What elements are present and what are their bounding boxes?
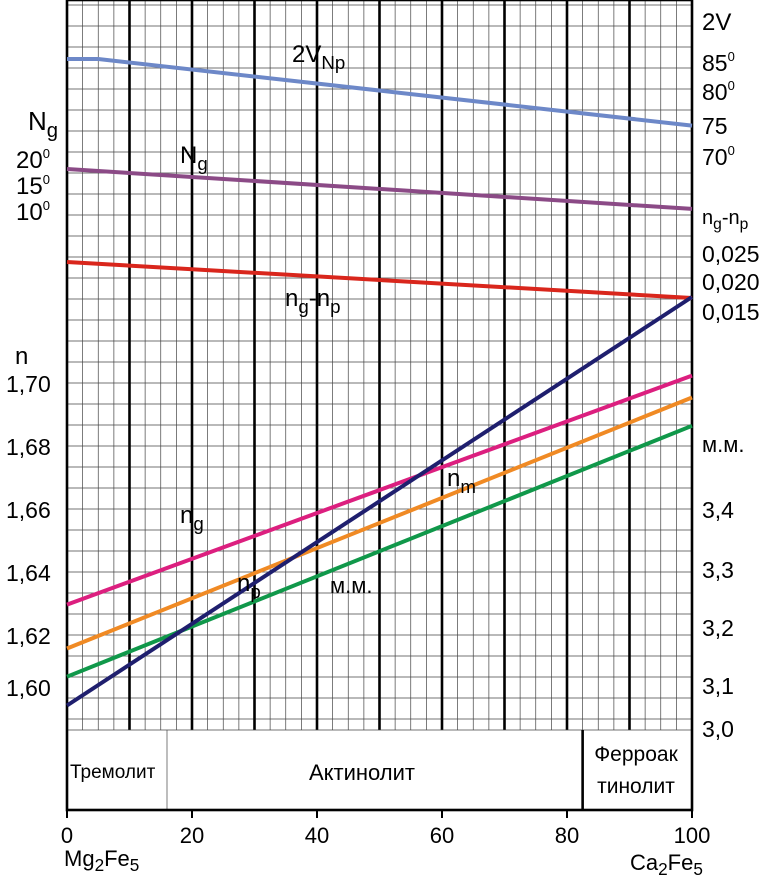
left-ng-tick-label: 150 xyxy=(16,172,50,200)
right-mm-axis-title: м.м. xyxy=(702,432,744,457)
zone-band xyxy=(67,730,692,810)
series-line-ng-np xyxy=(66,260,693,300)
series-group xyxy=(65,57,694,708)
right-mm-tick-label: 3,1 xyxy=(702,673,734,699)
series-label-nm: nm xyxy=(447,465,476,497)
right-birefringence-axis-title: ng-np xyxy=(702,207,749,233)
x-tick-label: 20 xyxy=(180,823,204,848)
right-2v-tick-label: 800 xyxy=(702,78,735,105)
left-n-tick-label: 1,68 xyxy=(6,434,51,460)
right-2v-axis-title: 2V xyxy=(702,9,731,36)
plot-frame xyxy=(65,0,694,812)
left-ng-tick-label: 100 xyxy=(16,198,50,226)
series-label-м.м.: м.м. xyxy=(330,573,372,598)
x-right-end-label: Ca2Fe5 xyxy=(630,850,703,877)
zone-label-ferroactinolite: Ферроак xyxy=(594,743,678,766)
left-n-tick-label: 1,70 xyxy=(6,371,51,397)
right-birefringence-tick-label: 0,025 xyxy=(702,241,760,267)
left-n-tick-label: 1,66 xyxy=(6,497,51,523)
series-line-м.м. xyxy=(65,295,694,708)
series-line-Ng xyxy=(66,167,693,211)
series-label-2VNp: 2VNp xyxy=(292,41,345,73)
right-mm-tick-label: 3,2 xyxy=(702,615,734,641)
series-line-np xyxy=(66,423,693,679)
series-label-ng-np: ng-np xyxy=(285,285,341,317)
x-tick-label: 0 xyxy=(61,823,73,848)
series-line-2VNp xyxy=(67,57,693,128)
zone-label-ferroactinolite: тинолит xyxy=(597,775,675,798)
left-ng-axis-title: Ng xyxy=(28,106,58,142)
x-tick-label: 80 xyxy=(555,823,579,848)
series-line-ng xyxy=(66,373,693,607)
left-n-tick-label: 1,62 xyxy=(6,623,51,649)
zone-label-tremolite: Тремолит xyxy=(70,762,156,783)
x-tick-label: 40 xyxy=(305,823,329,848)
series-line-nm xyxy=(66,395,693,651)
left-ng-tick-label: 200 xyxy=(16,146,50,174)
left-n-axis-title: n xyxy=(15,343,28,370)
right-2v-tick-label: 700 xyxy=(702,143,735,170)
right-mm-tick-label: 3,3 xyxy=(702,557,734,583)
right-birefringence-tick-label: 0,015 xyxy=(702,299,760,325)
x-tick-label: 60 xyxy=(430,823,454,848)
series-label-ng: ng xyxy=(180,502,204,534)
left-n-tick-label: 1,60 xyxy=(6,675,51,701)
series-label-Ng: Ng xyxy=(180,142,208,174)
series-label-np: np xyxy=(237,570,261,602)
right-2v-tick-label: 75 xyxy=(702,113,728,139)
right-mm-tick-label: 3,4 xyxy=(702,497,734,523)
right-mm-tick-label: 3,0 xyxy=(702,716,734,742)
grid xyxy=(66,0,693,810)
zone-label-actinolite: Актинолит xyxy=(309,760,415,785)
right-birefringence-tick-label: 0,020 xyxy=(702,269,760,295)
right-2v-tick-label: 850 xyxy=(702,49,735,76)
x-tick-label: 100 xyxy=(674,823,711,848)
x-left-end-label: Mg2Fe5 xyxy=(64,846,139,875)
left-n-tick-label: 1,64 xyxy=(6,560,51,586)
